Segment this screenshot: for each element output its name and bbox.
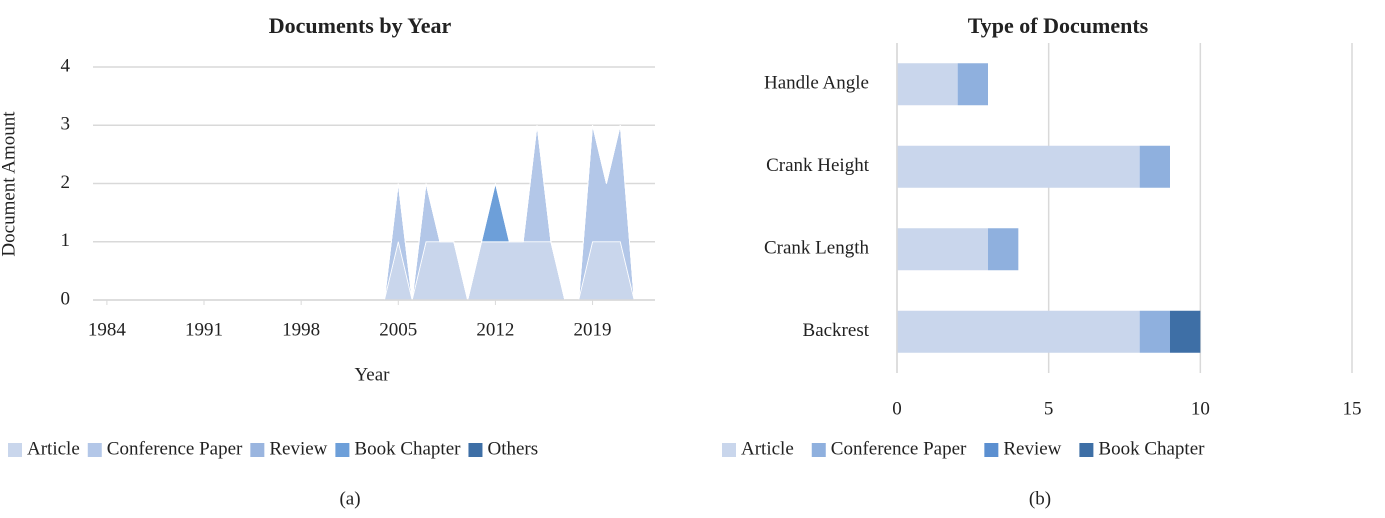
bar	[897, 310, 1140, 353]
legend-label: Conference Paper	[831, 438, 967, 459]
legend-swatch	[8, 443, 22, 457]
legend-swatch	[1079, 443, 1094, 457]
x-tick-label: 2019	[574, 319, 612, 340]
y-tick-label: Handle Angle	[764, 73, 869, 94]
legend-label: Review	[269, 438, 327, 459]
x-tick-label: 2005	[379, 319, 417, 340]
bar	[1170, 310, 1201, 353]
caption: (b)	[1029, 488, 1051, 509]
legend-swatch	[811, 443, 826, 457]
area	[106, 125, 649, 301]
legend-label: Book Chapter	[1098, 438, 1205, 459]
area	[106, 125, 649, 301]
legend-swatch	[335, 443, 350, 457]
y-tick-label: 3	[61, 114, 71, 135]
legend-swatch	[250, 443, 265, 457]
y-tick-label: Crank Height	[766, 155, 870, 176]
y-axis-label: Document Amount	[0, 111, 19, 257]
x-tick-label: 0	[892, 398, 902, 419]
legend-label: Article	[27, 438, 80, 459]
x-axis-label: Year	[354, 364, 390, 385]
bar	[1139, 145, 1170, 188]
caption: (a)	[339, 488, 360, 509]
legend-swatch	[468, 443, 483, 457]
chart-title: Type of Documents	[968, 13, 1149, 38]
legend-label: Review	[1003, 438, 1061, 459]
x-tick-label: 2012	[476, 319, 514, 340]
legend-label: Article	[741, 438, 794, 459]
area	[106, 125, 649, 301]
legend-label: Others	[487, 438, 538, 459]
legend-swatch	[722, 443, 736, 457]
bar	[988, 228, 1019, 271]
y-tick-label: 4	[61, 55, 71, 76]
area	[106, 125, 649, 301]
y-tick-label: 2	[61, 172, 71, 193]
bar	[897, 63, 958, 106]
y-tick-label: Backrest	[803, 320, 870, 341]
bar	[1139, 310, 1170, 353]
legend-swatch	[87, 443, 102, 457]
x-tick-label: 10	[1191, 398, 1210, 419]
legend-label: Book Chapter	[354, 438, 461, 459]
legend-swatch	[984, 443, 999, 457]
legend-label: Conference Paper	[107, 438, 243, 459]
y-tick-label: 0	[61, 288, 71, 309]
chart-title: Documents by Year	[269, 13, 452, 38]
y-tick-label: Crank Length	[764, 238, 870, 259]
x-tick-label: 5	[1044, 398, 1054, 419]
x-tick-label: 1991	[185, 319, 223, 340]
bar	[897, 228, 988, 271]
x-tick-label: 1984	[88, 319, 127, 340]
x-tick-label: 15	[1343, 398, 1362, 419]
bar	[957, 63, 988, 106]
y-tick-label: 1	[61, 230, 71, 251]
x-tick-label: 1998	[282, 319, 320, 340]
area	[106, 241, 649, 301]
bar	[897, 145, 1140, 188]
